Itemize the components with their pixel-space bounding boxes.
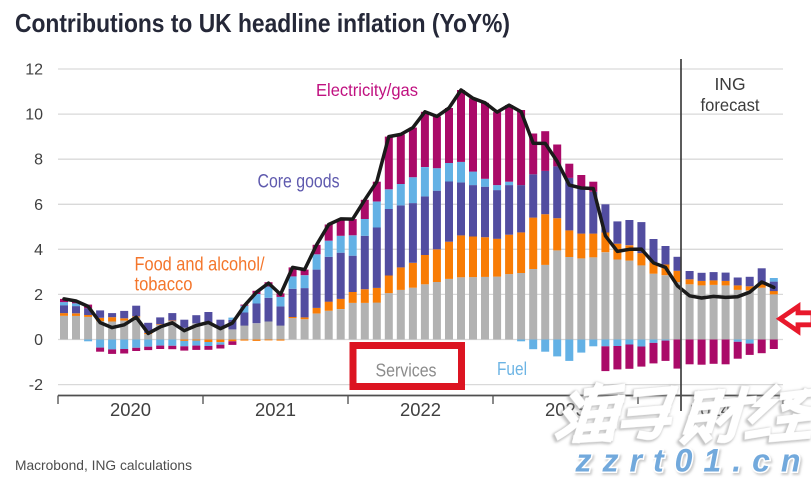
svg-text:2022: 2022 xyxy=(400,400,441,420)
svg-text:2: 2 xyxy=(34,287,43,304)
svg-text:Contributions to UK headline i: Contributions to UK headline inflation (… xyxy=(15,8,510,38)
svg-text:8: 8 xyxy=(34,152,43,169)
svg-text:zzrt01.cn: zzrt01.cn xyxy=(575,443,811,479)
svg-text:Food and alcohol/: Food and alcohol/ xyxy=(135,255,266,276)
svg-text:Macrobond, ING calculations: Macrobond, ING calculations xyxy=(15,457,192,473)
svg-text:-2: -2 xyxy=(29,377,43,394)
svg-text:Core goods: Core goods xyxy=(258,172,340,193)
svg-text:12: 12 xyxy=(25,62,43,79)
svg-text:ING: ING xyxy=(714,74,745,94)
svg-text:10: 10 xyxy=(25,107,43,124)
svg-text:2021: 2021 xyxy=(255,400,296,420)
svg-text:Services: Services xyxy=(376,360,437,381)
svg-text:Fuel: Fuel xyxy=(497,358,527,379)
svg-text:6: 6 xyxy=(34,197,43,214)
svg-text:forecast: forecast xyxy=(701,95,760,115)
svg-text:4: 4 xyxy=(34,242,43,259)
svg-text:tobacco: tobacco xyxy=(135,274,193,295)
svg-text:Electricity/gas: Electricity/gas xyxy=(316,80,418,100)
svg-text:2020: 2020 xyxy=(110,400,151,420)
svg-text:0: 0 xyxy=(34,332,43,349)
